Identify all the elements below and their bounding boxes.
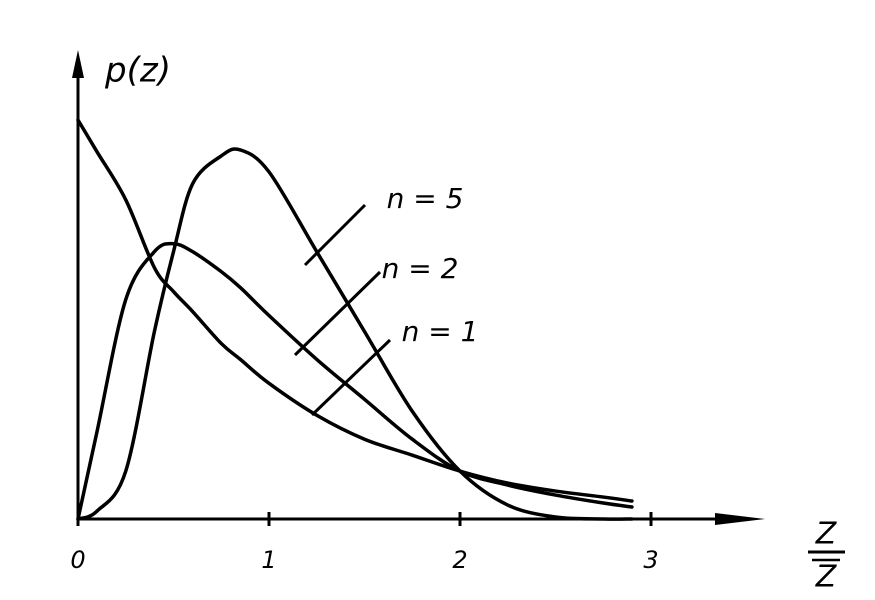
x-tick-label: 1: [261, 546, 276, 574]
x-tick-label: 3: [643, 546, 658, 574]
curve: [76, 118, 634, 503]
legend-label: n = 5: [387, 182, 464, 215]
x-axis-arrow: [715, 513, 765, 525]
legend-label: n = 2: [382, 252, 459, 285]
leader-line: [310, 338, 392, 417]
y-axis-arrow: [72, 50, 84, 78]
x-axis-label-denominator: Z: [815, 560, 838, 595]
x-tick-label: 0: [70, 546, 85, 574]
legend-label: n = 1: [402, 315, 479, 348]
leader-line: [303, 203, 367, 267]
leader-line: [293, 270, 382, 357]
y-axis-label: p(z): [104, 51, 171, 91]
x-axis-label-numerator: Z: [815, 517, 838, 552]
curve: [76, 147, 634, 521]
curve: [76, 241, 634, 521]
x-tick-label: 2: [452, 546, 467, 574]
